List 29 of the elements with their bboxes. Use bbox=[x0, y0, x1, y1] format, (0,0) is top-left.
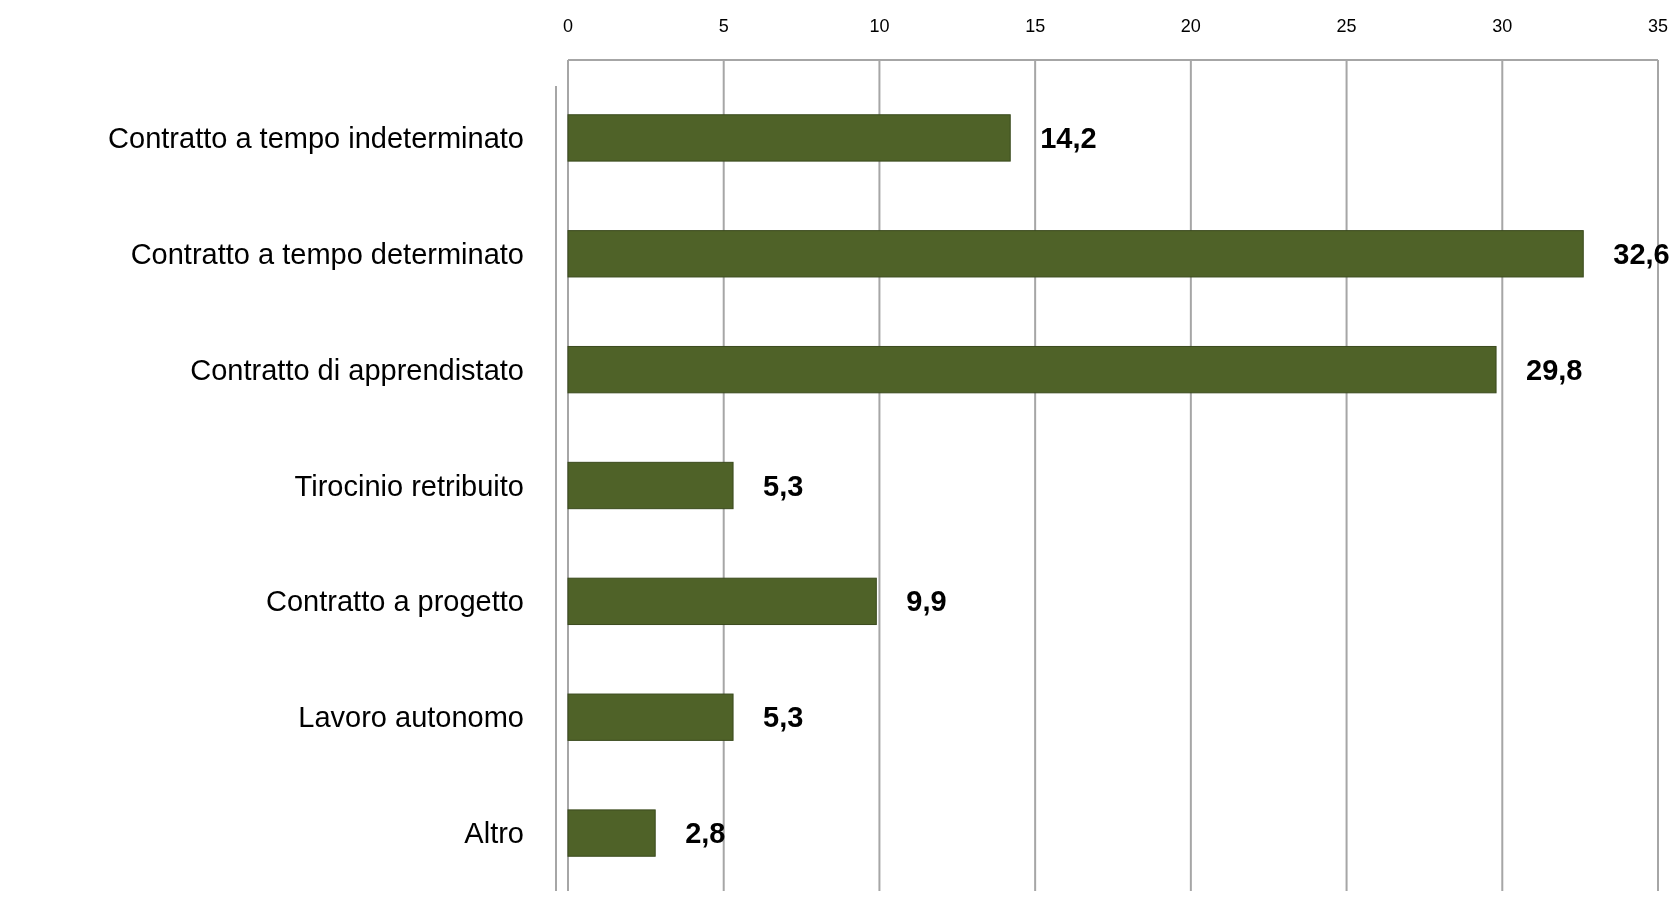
x-tick-label: 10 bbox=[869, 16, 890, 36]
y-tick-label: Contratto a progetto bbox=[266, 585, 524, 618]
bar bbox=[567, 577, 877, 626]
data-label: 9,9 bbox=[906, 585, 947, 618]
bar bbox=[567, 693, 734, 741]
bar bbox=[567, 461, 734, 510]
data-label: 2,8 bbox=[685, 817, 726, 850]
y-tick-label: Lavoro autonomo bbox=[298, 701, 524, 734]
x-tick-label: 15 bbox=[1025, 16, 1046, 36]
data-label: 5,3 bbox=[763, 469, 804, 502]
data-label: 5,3 bbox=[763, 701, 804, 734]
y-tick-label: Contratto a tempo indeterminato bbox=[108, 121, 524, 154]
bar bbox=[567, 345, 1497, 394]
data-label: 29,8 bbox=[1526, 353, 1583, 386]
x-tick-label: 25 bbox=[1336, 16, 1357, 36]
x-tick-label: 30 bbox=[1492, 16, 1513, 36]
bar bbox=[567, 230, 1584, 278]
x-tick-label: 35 bbox=[1647, 16, 1669, 36]
bar bbox=[567, 114, 1011, 162]
y-tick-label: Tirocinio retribuito bbox=[294, 469, 524, 502]
y-tick-label: Contratto di apprendistato bbox=[190, 353, 524, 386]
data-label: 32,6 bbox=[1613, 237, 1670, 270]
x-tick-label: 0 bbox=[562, 16, 574, 36]
x-tick-label: 5 bbox=[718, 16, 729, 36]
bar bbox=[567, 809, 656, 857]
data-label: 14,2 bbox=[1040, 121, 1097, 154]
x-tick-label: 20 bbox=[1180, 16, 1201, 36]
y-tick-label: Altro bbox=[464, 817, 524, 850]
y-tick-label: Contratto a tempo determinato bbox=[130, 237, 524, 270]
